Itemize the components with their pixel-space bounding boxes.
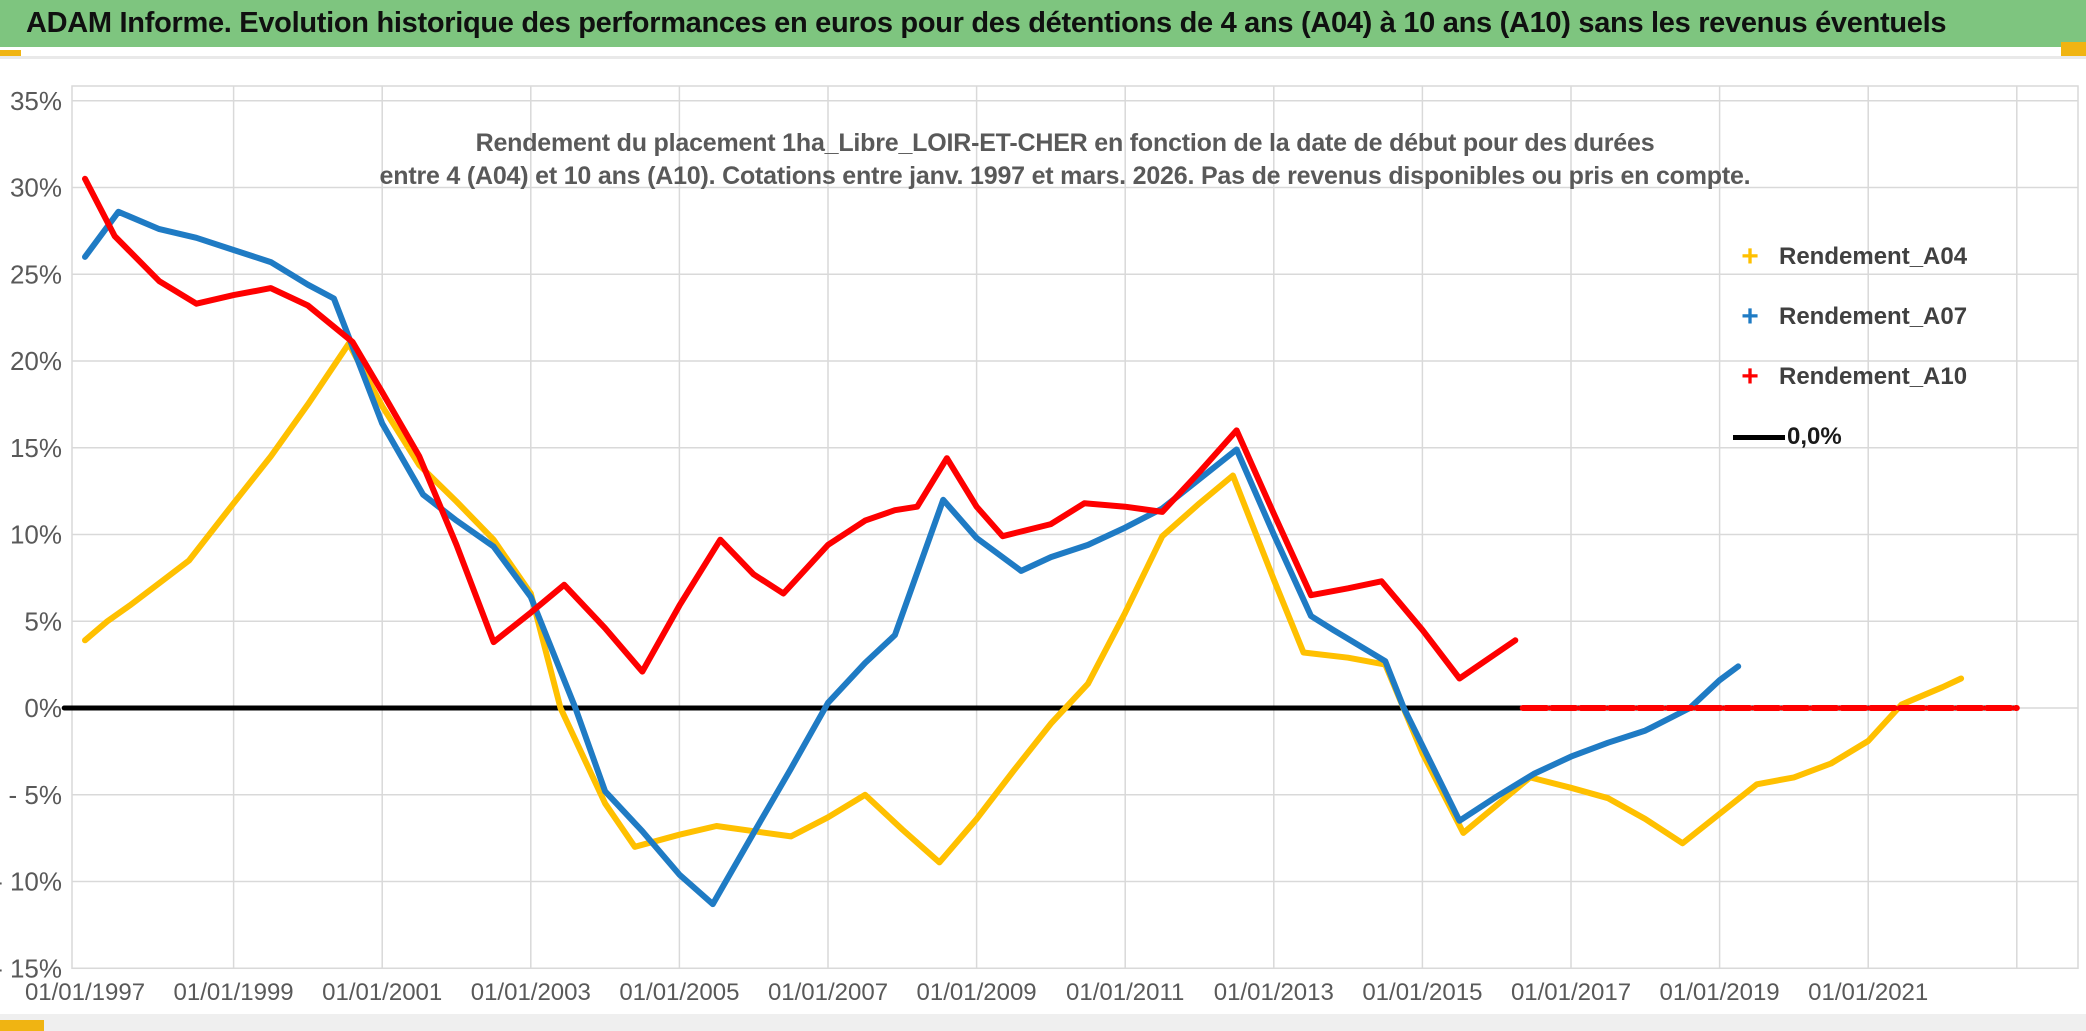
x-axis-label: 01/01/2017 <box>1511 979 1631 1006</box>
x-axis-label: 01/01/2011 <box>1066 979 1184 1006</box>
x-axis-label: 01/01/2007 <box>768 979 888 1006</box>
y-axis-label: 25% <box>10 259 62 289</box>
gold-accent-top-right <box>2061 42 2086 59</box>
footer-strip <box>0 1014 2086 1031</box>
y-axis-label: 5% <box>24 606 62 636</box>
y-axis-label: 20% <box>10 346 62 376</box>
performance-chart[interactable]: 35% 30% 25% 20% 15% 10% 5% 0% - 5% - 10% - 15% 01/0… <box>0 47 2086 1014</box>
chart-canvas: 35%30%25%20%15%10%5%0%- 5%- 10%- 15%01/0… <box>0 85 2079 1006</box>
line-marker-icon <box>1733 434 1785 440</box>
chart-title-line1: Rendement du placement 1ha_Libre_LOIR-ET… <box>475 129 1655 157</box>
plot-border <box>71 85 2079 970</box>
x-axis-label: 01/01/2005 <box>619 979 739 1006</box>
plus-marker-icon: + <box>1741 240 1759 273</box>
chart-title-line2: entre 4 (A04) et 10 ans (A10). Cotations… <box>379 162 1751 190</box>
legend-item-rendement-a04[interactable]: + Rendement_A04 <box>1733 237 1967 277</box>
x-axis-label: 01/01/2015 <box>1362 979 1482 1006</box>
legend-label: Rendement_A04 <box>1779 243 1968 270</box>
header-title: ADAM Informe. Evolution historique des p… <box>26 7 1947 39</box>
plus-marker-icon: + <box>1741 300 1759 333</box>
gold-accent-bottom-left <box>0 1020 44 1031</box>
y-axis-label: 0% <box>24 693 62 723</box>
legend-label: Rendement_A10 <box>1779 363 1968 390</box>
legend-item-rendement-a10[interactable]: + Rendement_A10 <box>1733 357 1967 397</box>
series-Rendement_A04 <box>82 340 1965 866</box>
legend-label: 0,0% <box>1787 423 1842 450</box>
y-axis-label: - 5% <box>9 780 62 810</box>
x-axis-label: 01/01/2021 <box>1808 979 1928 1006</box>
y-axis-label: 30% <box>10 173 62 203</box>
header-divider <box>0 56 2086 59</box>
header-bar: ADAM Informe. Evolution historique des p… <box>0 0 2086 47</box>
y-axis-label: - 10% <box>0 867 62 897</box>
x-axis-label: 01/01/2013 <box>1214 979 1334 1006</box>
chart-legend: + Rendement_A04 + Rendement_A07 + Rendement_A… <box>1733 237 1967 477</box>
chart-title: Rendement du placement 1ha_Libre_LOIR-ET… <box>60 127 2070 193</box>
series-Rendement_A07 <box>82 208 1742 908</box>
x-axis-label: 01/01/1997 <box>25 979 145 1006</box>
series-Rendement_A10 <box>82 175 1519 682</box>
x-axis-label: 01/01/2001 <box>322 979 442 1006</box>
legend-label: Rendement_A07 <box>1779 303 1968 330</box>
gold-accent-top-left <box>0 50 21 57</box>
x-axis-label: 01/01/2019 <box>1660 979 1780 1006</box>
x-axis-label: 01/01/1999 <box>174 979 294 1006</box>
y-axis-label: 10% <box>10 520 62 550</box>
y-axis-label: - 15% <box>0 953 62 983</box>
legend-item-0-0-[interactable]: 0,0% <box>1733 417 1967 457</box>
legend-item-rendement-a07[interactable]: + Rendement_A07 <box>1733 297 1967 337</box>
plus-marker-icon: + <box>1741 360 1759 393</box>
y-axis-label: 35% <box>10 86 62 116</box>
x-axis-label: 01/01/2003 <box>471 979 591 1006</box>
x-axis-label: 01/01/2009 <box>917 979 1037 1006</box>
y-axis-label: 15% <box>10 433 62 463</box>
